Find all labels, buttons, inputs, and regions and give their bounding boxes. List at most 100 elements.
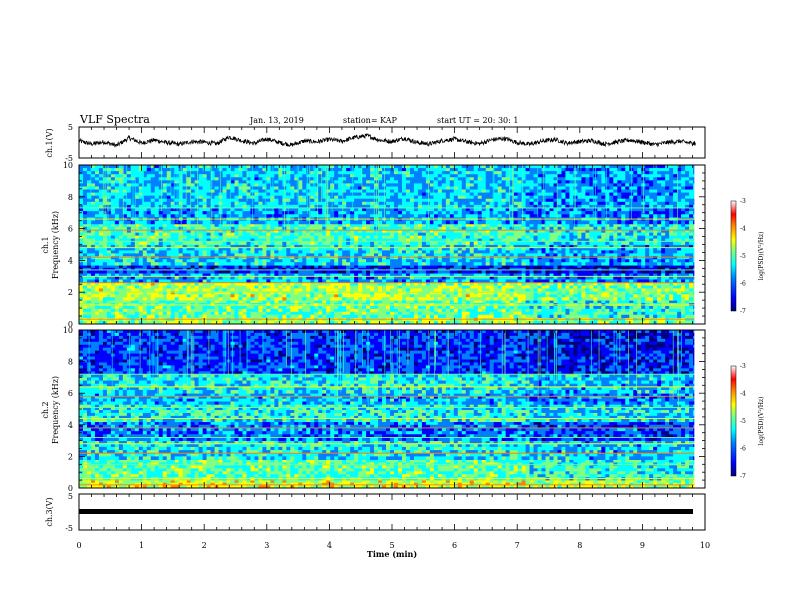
spectrogram-cell xyxy=(246,282,251,286)
spectrogram-cell xyxy=(485,294,491,298)
spectrogram-cell xyxy=(162,320,168,324)
spectrogram-cell xyxy=(425,305,431,310)
spectrogram-cell xyxy=(477,244,483,248)
spectrogram-cell xyxy=(605,267,610,271)
spectrogram-cell xyxy=(162,273,168,277)
spectrogram-cell xyxy=(685,262,690,266)
spectrogram-cell xyxy=(565,308,570,313)
spectrogram-cell xyxy=(609,253,614,257)
spectrogram-cell xyxy=(461,262,467,266)
spectrogram-cell xyxy=(266,250,271,254)
spectrogram-cell xyxy=(262,226,267,231)
spectrogram-cell xyxy=(417,285,423,289)
spectrogram-cell xyxy=(469,314,475,319)
spectrogram-cell xyxy=(533,294,538,298)
spectrogram-cell xyxy=(645,273,650,277)
spectrogram-cell xyxy=(318,262,323,266)
spectrogram-cell xyxy=(198,247,204,251)
spectrogram-cell xyxy=(134,285,140,289)
spectrogram-cell xyxy=(433,297,439,301)
spectrogram-cell xyxy=(509,285,515,289)
spectrogram-cell xyxy=(561,270,566,274)
spectrogram-cell xyxy=(282,259,287,263)
spectrogram-cell xyxy=(617,300,622,304)
spectrogram-cell xyxy=(94,270,100,274)
spectrogram-cell xyxy=(525,294,530,298)
spectrogram-cell xyxy=(266,262,271,266)
spectrogram-cell xyxy=(533,297,538,301)
spectrogram-cell xyxy=(170,244,176,248)
spectrogram-cell xyxy=(637,267,642,271)
spectrogram-cell xyxy=(485,229,491,234)
spectrogram-cell xyxy=(106,226,112,231)
spectrogram-cell xyxy=(525,285,530,289)
spectrogram-cell xyxy=(633,282,638,286)
spectrogram-cell xyxy=(689,270,694,274)
spectrogram-cell xyxy=(382,291,387,295)
spectrogram-cell xyxy=(477,270,483,274)
spectrogram-cell xyxy=(290,294,295,298)
spectrogram-cell xyxy=(79,256,84,260)
spectrogram-cell xyxy=(429,232,435,237)
spectrogram-cell xyxy=(158,300,164,304)
spectrogram-cell xyxy=(346,270,351,274)
spectrogram-cell xyxy=(234,253,239,257)
spectrogram-cell xyxy=(445,226,451,231)
spectrogram-cell xyxy=(218,270,223,274)
spectrogram-cell xyxy=(134,259,140,263)
ch1-waveform-xticks xyxy=(78,127,706,158)
spectrogram-cell xyxy=(306,259,311,263)
spectrogram-cell xyxy=(346,262,351,266)
spectrogram-cell xyxy=(214,314,219,319)
spectrogram-cell xyxy=(413,265,419,269)
spectrogram-cell xyxy=(537,273,542,277)
spectrogram-cell xyxy=(525,320,530,324)
spectrogram-cell xyxy=(465,256,471,260)
spectrogram-cell xyxy=(581,320,586,324)
spectrogram-cell xyxy=(661,311,666,316)
spectrogram-cell xyxy=(326,270,331,274)
spectrogram-cell xyxy=(493,282,499,286)
spectrogram-cell xyxy=(489,276,495,280)
spectrogram-cell xyxy=(358,297,363,301)
spectrogram-cell xyxy=(338,270,343,274)
spectrogram-cell xyxy=(565,253,570,257)
spectrogram-cell xyxy=(649,250,654,254)
spectrogram-cell xyxy=(637,294,642,298)
spectrogram-cell xyxy=(362,247,367,251)
spectrogram-cell xyxy=(481,247,487,251)
spectrogram-cell xyxy=(501,297,507,301)
spectrogram-cell xyxy=(362,226,367,231)
spectrogram-cell xyxy=(374,285,379,289)
spectrogram-cell xyxy=(449,294,455,298)
spectrogram-cell xyxy=(485,311,491,316)
spectrogram-cell xyxy=(633,250,638,254)
spectrogram-cell xyxy=(142,308,148,313)
spectrogram-cell xyxy=(449,262,455,266)
spectrogram-cell xyxy=(405,320,411,324)
spectrogram-cell xyxy=(102,256,108,260)
spectrogram-cell xyxy=(310,256,315,260)
spectrogram-cell xyxy=(382,262,387,266)
spectrogram-cell xyxy=(154,320,160,324)
spectrogram-cell xyxy=(158,279,164,284)
spectrogram-cell xyxy=(457,279,463,284)
spectrogram-cell xyxy=(98,267,104,271)
spectrogram-cell xyxy=(589,229,594,234)
spectrogram-cell xyxy=(521,308,526,313)
spectrogram-cell xyxy=(681,259,686,263)
spectrogram-cell xyxy=(633,273,638,277)
spectrogram-cell xyxy=(533,279,538,284)
spectrogram-cell xyxy=(238,223,243,228)
spectrogram-cell xyxy=(94,300,100,304)
spectrogram-cell xyxy=(82,267,88,271)
spectrogram-cell xyxy=(390,244,395,248)
spectrogram-cell xyxy=(102,247,108,251)
spectrogram-cell xyxy=(537,305,542,310)
spectrogram-cell xyxy=(302,265,307,269)
spectrogram-cell xyxy=(79,247,84,251)
spectrogram-cell xyxy=(641,288,646,292)
spectrogram-cell xyxy=(230,259,235,263)
spectrogram-cell xyxy=(513,256,518,260)
spectrogram-cell xyxy=(665,291,670,295)
